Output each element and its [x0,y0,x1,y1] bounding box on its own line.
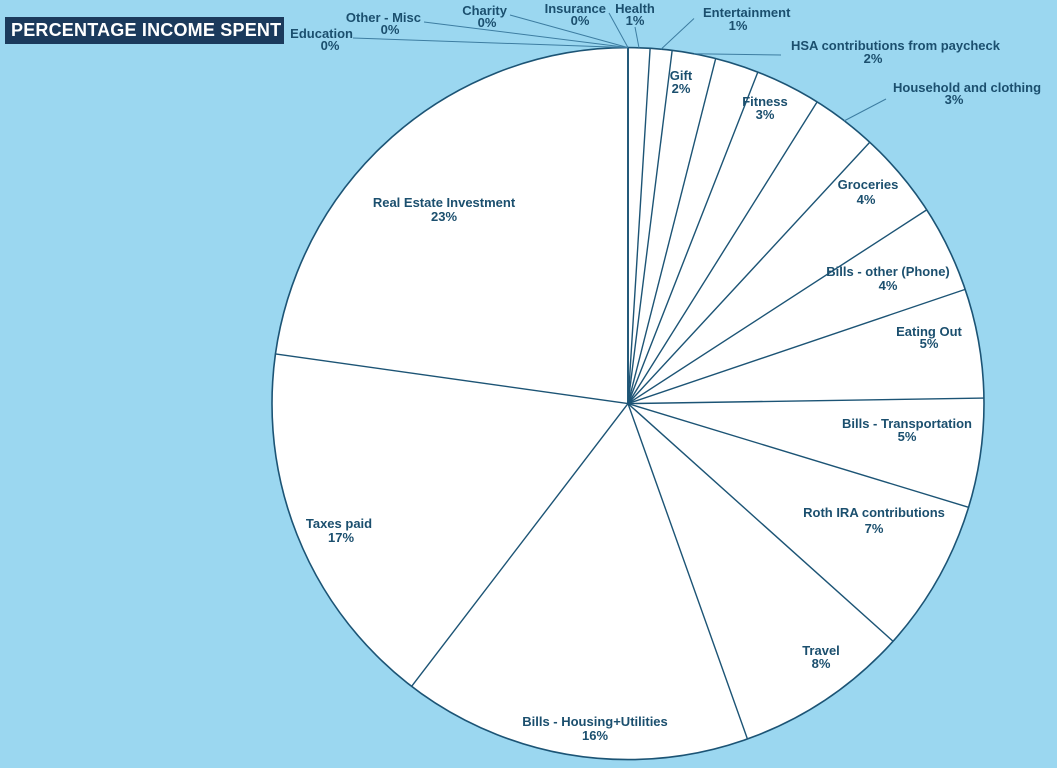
svg-text:2%: 2% [672,81,691,96]
svg-text:0%: 0% [381,22,400,37]
svg-text:3%: 3% [945,92,964,107]
svg-text:HSA contributions from paychec: HSA contributions from paycheck [791,38,1001,53]
svg-text:Household and clothing: Household and clothing [893,80,1041,95]
svg-text:Groceries: Groceries [838,177,899,192]
svg-text:Bills - other (Phone): Bills - other (Phone) [826,264,950,279]
svg-text:0%: 0% [321,38,340,53]
svg-text:1%: 1% [729,18,748,33]
svg-text:0%: 0% [478,15,497,30]
svg-text:4%: 4% [857,192,876,207]
svg-text:5%: 5% [920,336,939,351]
svg-text:Bills - Housing+Utilities: Bills - Housing+Utilities [522,714,668,729]
svg-text:Taxes paid: Taxes paid [306,516,372,531]
svg-text:Real Estate Investment: Real Estate Investment [373,195,516,210]
svg-text:0%: 0% [571,13,590,28]
svg-text:23%: 23% [431,209,457,224]
svg-text:8%: 8% [812,656,831,671]
svg-text:16%: 16% [582,728,608,743]
svg-text:7%: 7% [865,521,884,536]
svg-text:4%: 4% [879,278,898,293]
svg-text:Roth IRA contributions: Roth IRA contributions [803,505,945,520]
svg-text:3%: 3% [756,107,775,122]
svg-text:5%: 5% [898,429,917,444]
svg-text:2%: 2% [864,51,883,66]
svg-text:1%: 1% [626,13,645,28]
svg-text:17%: 17% [328,530,354,545]
